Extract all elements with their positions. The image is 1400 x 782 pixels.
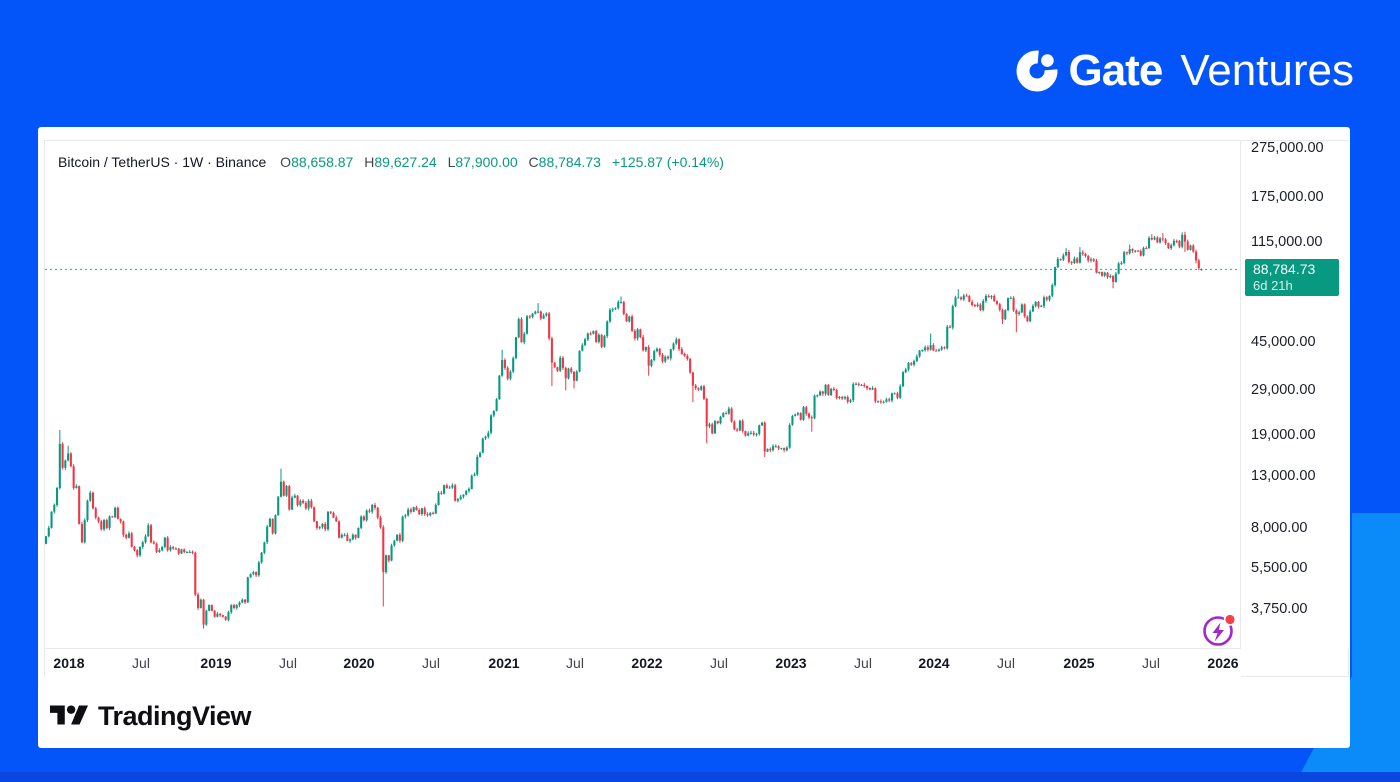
tradingview-attribution[interactable]: TradingView (50, 697, 252, 735)
chart-legend[interactable]: Bitcoin / TetherUS · 1W · Binance O88,65… (58, 154, 724, 170)
chart-plot-area[interactable]: Bitcoin / TetherUS · 1W · Binance O88,65… (45, 141, 1241, 649)
gate-logo-icon (1017, 50, 1058, 92)
current-price: 88,784.73 (1253, 261, 1316, 278)
time-scale-label: 2024 (918, 655, 950, 671)
close-value: 88,784.73 (538, 154, 601, 170)
time-scale-label: 2019 (200, 655, 232, 671)
low-value: 87,900.00 (455, 154, 518, 170)
time-scale-label: Jul (566, 655, 584, 671)
lightning-bolt-icon (1212, 622, 1224, 642)
brand-name-light: Ventures (1180, 46, 1354, 95)
time-scale-label: 2023 (775, 655, 807, 671)
price-scale-label: 45,000.00 (1251, 334, 1316, 351)
tradingview-widget: Bitcoin / TetherUS · 1W · Binance O88,65… (44, 140, 1350, 678)
price-scale-label: 3,750.00 (1251, 601, 1308, 618)
high-label: H (364, 154, 375, 170)
time-scale-label: 2018 (53, 655, 85, 671)
time-scale-label: 2020 (343, 655, 375, 671)
time-scale-label: 2026 (1207, 655, 1239, 671)
candlestick-series[interactable] (45, 141, 1241, 649)
time-scale-label: 2025 (1063, 655, 1095, 671)
chart-card: Bitcoin / TetherUS · 1W · Binance O88,65… (38, 127, 1350, 748)
spark-feature-icon[interactable] (1196, 607, 1242, 653)
open-label: O (280, 154, 292, 170)
time-scale-label: Jul (422, 655, 440, 671)
tradingview-logo-icon (50, 705, 88, 725)
brand-name-bold: Gate (1068, 46, 1163, 95)
price-scale-label: 19,000.00 (1251, 427, 1316, 443)
price-scale-label: 5,500.00 (1251, 560, 1308, 577)
price-scale-label: 175,000.00 (1251, 188, 1324, 205)
price-scale-label: 13,000.00 (1251, 467, 1316, 484)
close-label: C (528, 154, 539, 170)
bottom-strip (0, 772, 1400, 782)
time-scale-label: 2022 (631, 655, 663, 671)
time-scale-label: Jul (854, 655, 872, 671)
time-scale-label: Jul (710, 655, 728, 671)
time-scale-label: Jul (132, 655, 150, 671)
price-scale[interactable]: 88,784.73 6d 21h 275,000.00 175,000.00 115… (1242, 140, 1350, 649)
high-value: 89,627.24 (374, 154, 437, 170)
notification-dot (1225, 614, 1235, 625)
time-scale-label: Jul (1142, 655, 1160, 671)
corner-accent-shape (1296, 513, 1400, 782)
time-scale[interactable]: 2018 Jul 2019 Jul 2020 Jul 2021 Jul 2022 Jul 2023 J… (45, 650, 1241, 678)
time-scale-label: 2021 (488, 655, 520, 671)
low-label: L (447, 154, 456, 170)
price-scale-label: 8,000.00 (1251, 519, 1308, 536)
price-scale-label: 29,000.00 (1251, 381, 1316, 398)
change-value: +125.87 (+0.14%) (611, 154, 724, 170)
gate-ventures-logo: Gate Ventures (1014, 48, 1354, 94)
tradingview-logo-text: TradingView (98, 700, 252, 731)
time-scale-label: Jul (279, 655, 297, 671)
bar-countdown: 6d 21h (1253, 278, 1293, 294)
time-scale-label: Jul (997, 655, 1015, 671)
current-price-badge: 88,784.73 6d 21h (1245, 259, 1339, 297)
price-scale-label: 115,000.00 (1251, 233, 1323, 250)
symbol-title: Bitcoin / TetherUS · 1W · Binance (58, 154, 267, 170)
open-value: 88,658.87 (291, 154, 354, 170)
price-scale-label: 275,000.00 (1251, 140, 1324, 156)
